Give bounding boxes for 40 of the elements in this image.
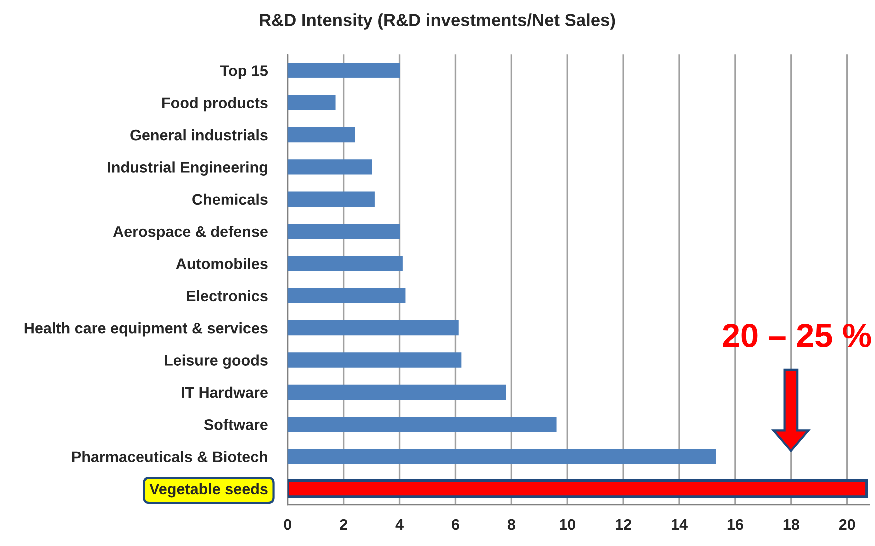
x-tick-label: 14: [672, 520, 688, 530]
bar: [288, 127, 356, 143]
x-tick-label: 6: [452, 519, 460, 530]
bar: [288, 160, 372, 175]
y-tick-label: Industrial Engineering: [108, 162, 268, 176]
y-tick-label: Pharmaceuticals & Biotech: [72, 451, 268, 462]
bar: [288, 352, 462, 368]
x-tick-label: 4: [396, 520, 404, 530]
y-tick-label: General industrials: [130, 130, 268, 141]
x-tick-label: 18: [784, 519, 800, 530]
y-tick-label: Electronics: [187, 290, 268, 302]
bar: [288, 288, 406, 304]
y-tick-label: Automobiles: [176, 258, 268, 270]
annotation: 20 – 25 %: [723, 324, 872, 348]
x-tick-label: 2: [340, 519, 348, 530]
y-tick-label: Software: [204, 419, 268, 430]
y-tick-label: IT Hardware: [182, 386, 268, 398]
x-tick-label: 0: [284, 519, 292, 530]
x-tick-label: 20: [839, 519, 856, 530]
y-tick-label: Top 15: [220, 66, 268, 80]
bar: [288, 63, 400, 78]
y-tick-label: Leisure goods: [165, 354, 268, 370]
y-tick-label: Aerospace & defense: [113, 226, 268, 240]
y-tick-label: Vegetable seeds: [150, 483, 268, 498]
bar: [288, 449, 716, 464]
x-tick-label: 16: [728, 519, 744, 530]
bar: [288, 384, 506, 400]
y-tick-label: Food products: [162, 97, 268, 112]
bar: [288, 256, 403, 272]
bar: [288, 192, 375, 207]
bar: [288, 224, 400, 240]
y-tick-label: Chemicals: [192, 194, 268, 206]
x-tick-label: 10: [560, 519, 576, 530]
x-tick-label: 12: [616, 519, 632, 530]
x-tick-label: 8: [508, 519, 516, 530]
bar: [288, 417, 557, 432]
bar: [288, 95, 336, 110]
y-tick-label: Health care equipment & services: [24, 322, 268, 337]
bar: [288, 320, 459, 336]
chart-title: R&D Intensity (R&D investments/Net Sales): [260, 14, 616, 30]
